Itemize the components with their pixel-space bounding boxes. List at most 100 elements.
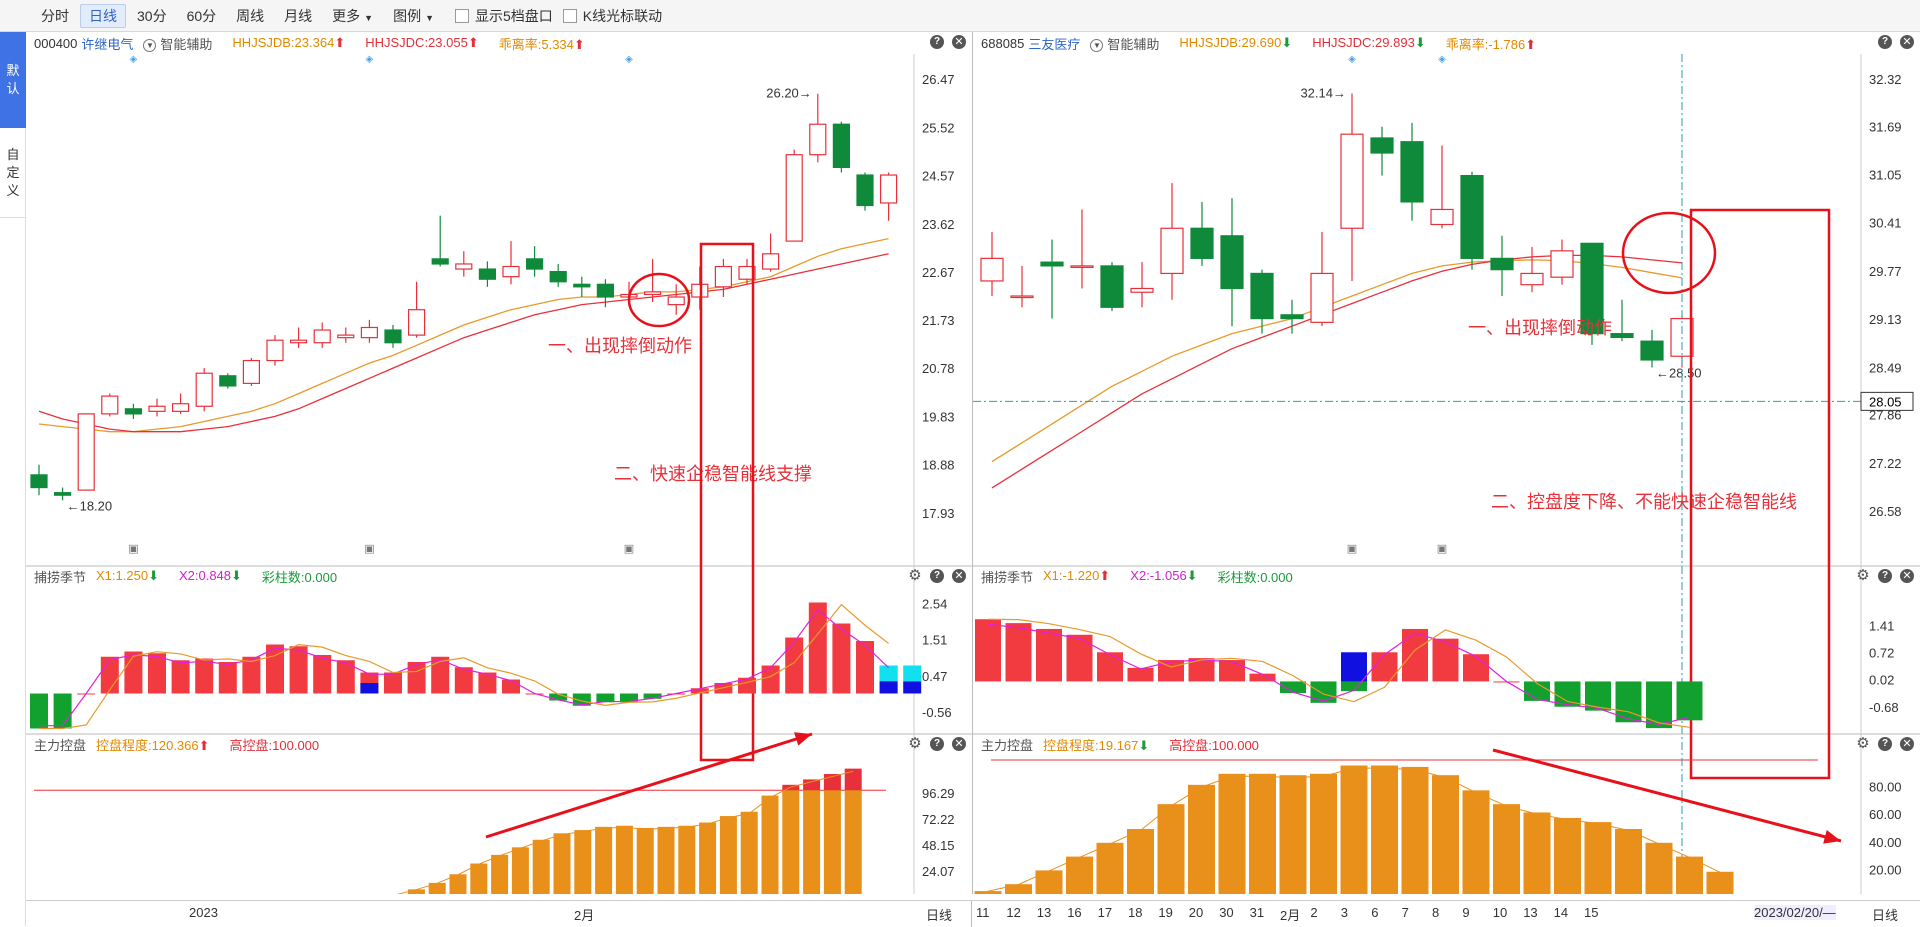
ind2-bar — [1493, 804, 1520, 894]
ind2-bar — [974, 891, 1002, 894]
candle — [596, 279, 615, 308]
close-icon[interactable]: ✕ — [1900, 35, 1914, 49]
toolbar-btn-label: 月线 — [284, 7, 313, 24]
left-stock-panel: 26.47 25.52 24.57 23.62 22.67 21.73 20.78 19.83… — [26, 32, 972, 894]
ind2-bar — [428, 882, 446, 894]
event-marker-icon: ◈ — [1348, 54, 1356, 65]
ind1-bar — [384, 672, 402, 694]
close-icon[interactable]: ✕ — [1900, 569, 1914, 583]
ind2-degree: 控盘程度:120.366⬆ — [96, 737, 210, 753]
help-icon[interactable]: ? — [930, 569, 944, 583]
gear-icon[interactable]: ⚙ — [1856, 567, 1870, 584]
candle — [1400, 122, 1424, 221]
ind1-bar — [1432, 638, 1459, 682]
candle — [1550, 239, 1574, 285]
ind2-bar — [449, 874, 467, 894]
ind2-high: 高控盘:100.000 — [229, 737, 320, 753]
x-label-right-4: 17 — [1097, 905, 1113, 920]
ma-red-line — [38, 253, 889, 433]
price-tick: 19.83 — [922, 409, 955, 424]
smart-assist-toggle[interactable]: ▼ 智能辅助 — [143, 34, 222, 53]
candle — [1010, 265, 1034, 308]
event-marker-icon: ◈ — [625, 54, 633, 65]
x-label-right-13: 6 — [1371, 905, 1379, 920]
candle — [384, 324, 402, 348]
toolbar-check-0[interactable]: 显示5档盘口 — [455, 6, 553, 26]
ind1-bar — [785, 637, 804, 694]
help-icon[interactable]: ? — [1878, 569, 1892, 583]
period-button-left[interactable]: 日线 — [926, 908, 953, 923]
toolbar-btn-2[interactable]: 30分 — [128, 4, 176, 28]
right-stock-panel: 32.32 31.69 31.05 30.41 29.77 29.13 28.49 27.86… — [972, 32, 1920, 894]
help-icon[interactable]: ? — [1878, 35, 1892, 49]
x-label-right-7: 20 — [1188, 905, 1204, 920]
ind1-tick: -0.56 — [922, 705, 952, 720]
ind1-bar — [832, 623, 851, 694]
event-marker-icon: ◈ — [366, 54, 374, 65]
period-button-right[interactable]: 日线 — [1872, 908, 1899, 923]
x-label-right-6: 19 — [1158, 905, 1173, 920]
toolbar-check-1[interactable]: K线光标联动 — [562, 6, 662, 26]
close-icon[interactable]: ✕ — [952, 569, 966, 583]
candle — [667, 284, 685, 315]
candle — [1070, 209, 1094, 289]
ind2-bar — [574, 830, 592, 894]
ind1-name: 捕捞季节 — [981, 569, 1034, 585]
price-tick: 26.58 — [1869, 504, 1902, 519]
ind2-tick: 60.00 — [1869, 807, 1902, 822]
toolbar-btn-label: 日线 — [89, 7, 117, 24]
ind2-bar — [1157, 804, 1185, 894]
candle — [980, 232, 1004, 296]
help-icon[interactable]: ? — [930, 35, 944, 49]
price-tick: 22.67 — [922, 265, 955, 280]
toolbar-btn-4[interactable]: 周线 — [227, 4, 273, 28]
candle — [1160, 183, 1184, 300]
toolbar-btn-7[interactable]: 图例 ▼ — [384, 4, 443, 28]
ind2-bar — [823, 790, 841, 894]
checkbox-icon[interactable] — [562, 8, 577, 23]
x-label-right-17: 10 — [1492, 905, 1508, 920]
candle — [526, 246, 544, 277]
stock-name[interactable]: 三友医疗 — [1028, 36, 1081, 52]
candle — [1490, 235, 1514, 296]
chevron-down-icon: ▼ — [425, 12, 434, 23]
candle — [30, 464, 48, 496]
gear-icon[interactable]: ⚙ — [908, 735, 922, 752]
close-icon[interactable]: ✕ — [952, 35, 966, 49]
price-tick: 29.13 — [1869, 312, 1902, 327]
left-ind1-icons: ⚙? ✕ — [908, 567, 966, 584]
candle — [1040, 239, 1064, 319]
close-icon[interactable]: ✕ — [1900, 737, 1914, 751]
toolbar-btn-1[interactable]: 日线 — [80, 3, 126, 28]
ind1-bar — [1310, 681, 1337, 703]
toolbar-btn-0[interactable]: 分时 — [32, 4, 78, 28]
checkbox-icon[interactable] — [455, 8, 469, 23]
candle — [408, 281, 426, 338]
help-icon[interactable]: ? — [1878, 737, 1892, 751]
ind1-bar — [690, 688, 709, 694]
smart-assist-toggle[interactable]: ▼ 智能辅助 — [1090, 34, 1169, 53]
toolbar-btn-5[interactable]: 月线 — [275, 4, 321, 28]
candle — [1130, 262, 1154, 308]
ind1-bar — [336, 660, 355, 694]
ind1-bar — [1219, 660, 1245, 682]
sidebar-tab-1[interactable]: 自定义 — [0, 128, 26, 218]
help-icon[interactable]: ? — [930, 737, 944, 751]
toolbar-btn-3[interactable]: 60分 — [178, 4, 226, 28]
gear-icon[interactable]: ⚙ — [1856, 735, 1870, 752]
ind2-bar — [1310, 773, 1337, 894]
arrow-head-icon — [1823, 830, 1841, 844]
gear-icon[interactable]: ⚙ — [908, 567, 922, 584]
x-label-right-8: 30 — [1219, 905, 1234, 920]
x2-line — [39, 608, 890, 727]
ma-orange-line — [991, 259, 1683, 463]
ind2-bar — [1066, 856, 1093, 894]
crosshair-price: 28.05 — [1869, 394, 1902, 409]
candle — [242, 357, 260, 386]
ind2-bar — [1188, 784, 1215, 894]
candle — [832, 121, 851, 173]
sidebar-tab-0[interactable]: 默认 — [0, 32, 26, 128]
stock-name[interactable]: 许继电气 — [81, 36, 134, 52]
close-icon[interactable]: ✕ — [952, 737, 966, 751]
toolbar-btn-6[interactable]: 更多 ▼ — [323, 4, 382, 28]
